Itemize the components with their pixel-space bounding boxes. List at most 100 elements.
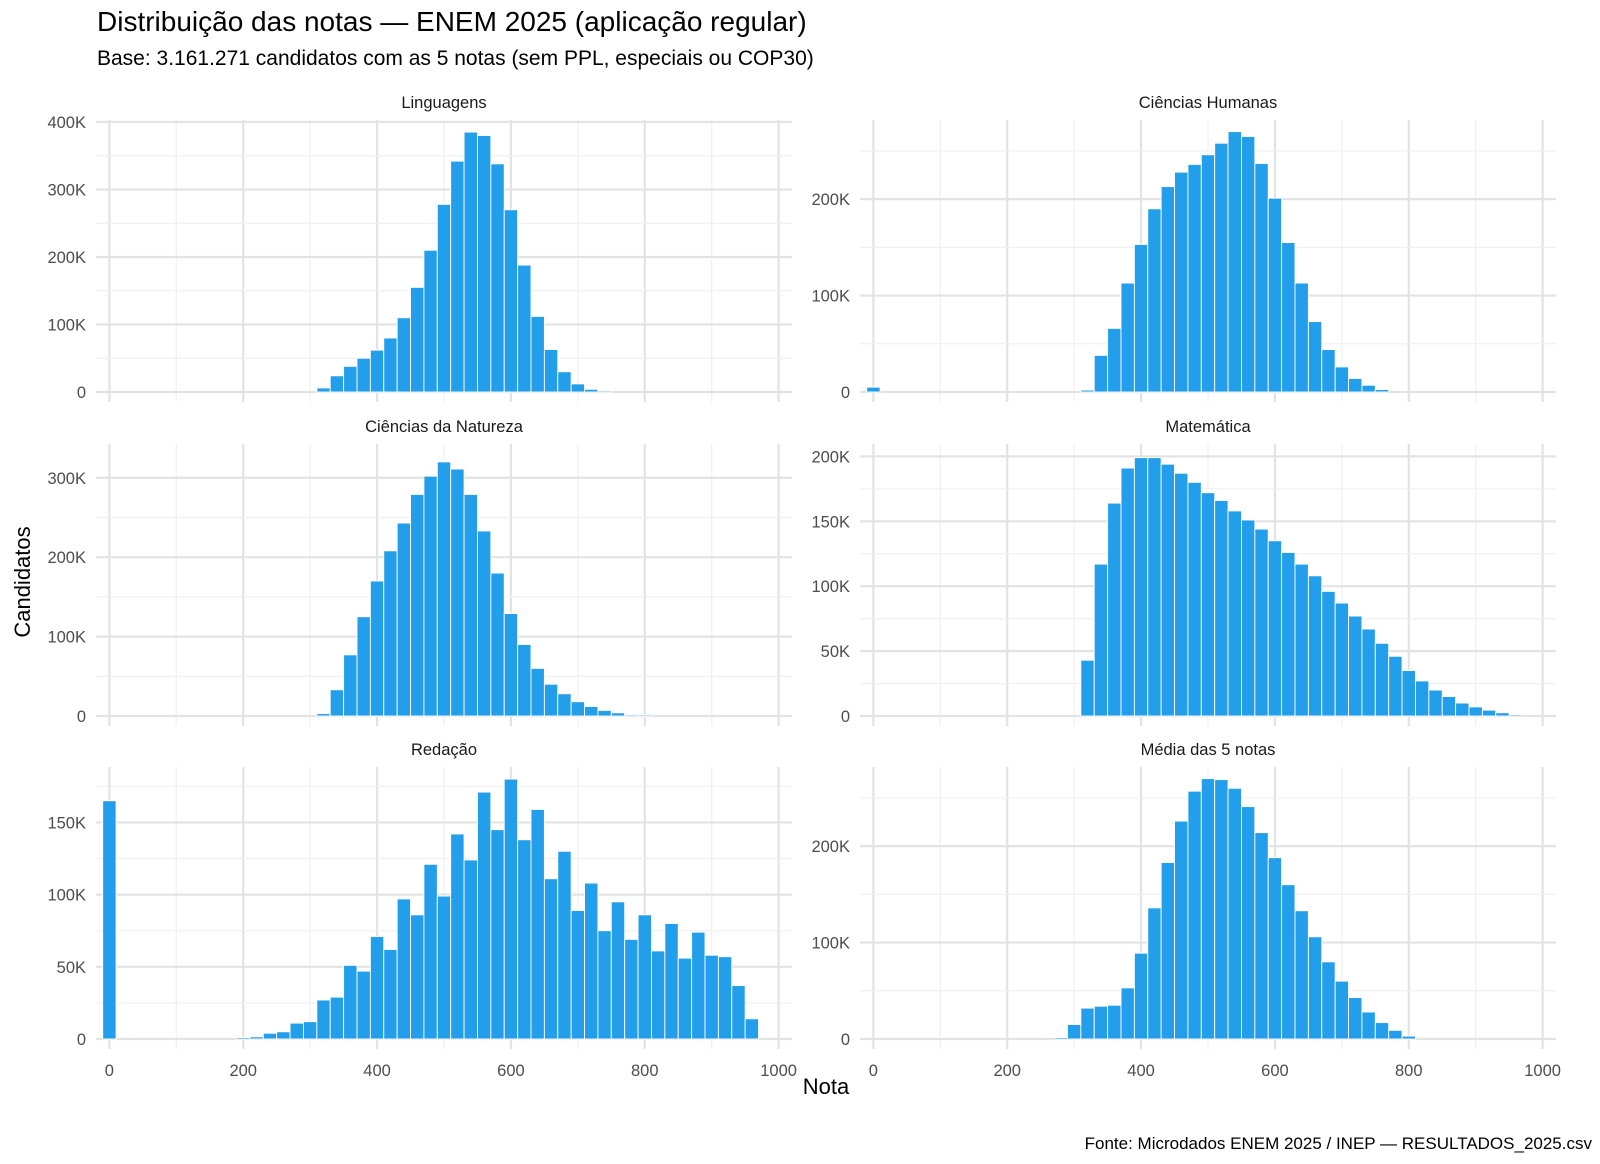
panel-ciencias-humanas: Ciências Humanas 0 100K 200K	[811, 94, 1556, 402]
histogram-bar	[677, 957, 693, 1040]
y-tick-label: 0	[841, 1031, 850, 1049]
histogram-bar	[557, 693, 572, 717]
histogram-bar	[517, 644, 532, 717]
histogram-bar	[463, 131, 478, 393]
histogram-bar	[276, 1031, 291, 1040]
y-tick-label: 100K	[811, 288, 850, 306]
histogram-bar	[610, 901, 626, 1040]
panel-redacao: Redação 0 50K 100K 150K 0 200 400 600 800 1000	[47, 741, 797, 1080]
histogram-bar	[450, 833, 465, 1040]
histogram-bar	[624, 714, 639, 717]
panel-title: Ciências Humanas	[1139, 94, 1277, 112]
histogram-bar	[1428, 689, 1443, 717]
panel-matematica: Matemática 0 50K 100K 150K 200K	[811, 418, 1556, 726]
histogram-bar	[369, 580, 385, 717]
histogram-bar	[1160, 862, 1175, 1040]
histogram-bar	[383, 949, 398, 1040]
histogram-bar	[1321, 590, 1336, 717]
histogram-bar	[1241, 806, 1256, 1040]
histogram-bar	[1174, 171, 1189, 393]
histogram-bar	[691, 931, 706, 1040]
y-tick-label: 0	[841, 384, 850, 402]
histogram-bar	[329, 996, 345, 1040]
histogram-bar	[1361, 384, 1376, 393]
y-tick-label: 50K	[821, 643, 850, 661]
histogram-bar	[530, 667, 545, 717]
histogram-bar	[1093, 563, 1109, 717]
histogram-bar	[343, 964, 358, 1040]
y-tick-label: 0	[841, 708, 850, 726]
y-tick-label: 0	[77, 384, 86, 402]
histogram-bar	[262, 1032, 278, 1040]
panel-title: Matemática	[1165, 418, 1251, 436]
y-tick-label: 100K	[47, 887, 86, 905]
histogram-bar	[1227, 787, 1242, 1040]
histogram-bar	[543, 683, 559, 717]
histogram-bar	[597, 390, 612, 393]
histogram-bar	[1147, 457, 1162, 717]
histogram-bar	[329, 689, 345, 717]
histogram-bar	[1107, 502, 1122, 717]
histogram-bar	[1281, 242, 1296, 393]
panel-media-das-5-notas: Média das 5 notas 0 100K 200K 0 200 400 600 800 1…	[811, 741, 1561, 1080]
histogram-bar	[1388, 1029, 1403, 1040]
histogram-bar	[1415, 680, 1430, 717]
histogram-bar	[1080, 659, 1095, 717]
histogram-bar	[396, 898, 411, 1040]
panel-ciencias-da-natureza: Ciências da Natureza 0 100K 200K 300K	[47, 418, 792, 726]
histogram-bar	[1281, 551, 1296, 717]
histogram-bar	[423, 475, 438, 717]
histogram-bar	[410, 914, 425, 1040]
histogram-bar	[570, 910, 585, 1040]
histogram-bar	[316, 387, 331, 393]
histogram-bar	[1334, 366, 1349, 393]
histogram-bar	[1133, 457, 1149, 717]
histogram-bar	[1508, 714, 1523, 717]
x-tick-label: 800	[1395, 1062, 1423, 1080]
histogram-bar	[1053, 1037, 1068, 1040]
histogram-bar	[624, 938, 639, 1040]
y-tick-label: 150K	[47, 814, 86, 832]
histogram-bar	[557, 850, 572, 1040]
x-tick-label: 1000	[1524, 1062, 1561, 1080]
histogram-bar	[1294, 563, 1309, 717]
x-tick-label: 1000	[760, 1062, 797, 1080]
histogram-bar	[249, 1036, 264, 1040]
histogram-bar	[1401, 1035, 1416, 1040]
histogram-bar	[1160, 463, 1175, 717]
histogram-bar	[717, 956, 733, 1040]
histogram-bar	[343, 365, 358, 393]
histogram-bar	[530, 315, 545, 393]
histogram-bar	[570, 701, 585, 717]
histogram-bar	[597, 709, 612, 717]
panel-linguagens: Linguagens 0 100K 200K 300K 400K	[47, 94, 792, 402]
histogram-bar	[490, 829, 505, 1040]
histogram-bar	[664, 923, 679, 1040]
histogram-bar	[1267, 857, 1283, 1040]
histogram-bar	[637, 914, 652, 1040]
histogram-bar	[1080, 389, 1095, 393]
histogram-bar	[704, 954, 719, 1040]
histogram-bar	[423, 249, 438, 393]
histogram-bar	[1281, 884, 1296, 1040]
x-tick-label: 800	[631, 1062, 659, 1080]
x-tick-label: 400	[363, 1062, 391, 1080]
y-tick-label: 300K	[47, 470, 86, 488]
histogram-bar	[584, 706, 599, 717]
chart-caption: Fonte: Microdados ENEM 2025 / INEP — RES…	[1084, 1134, 1592, 1153]
panel-title: Média das 5 notas	[1141, 741, 1276, 759]
histogram-bar	[1080, 1007, 1095, 1040]
histogram-bar	[570, 383, 585, 393]
histogram-bar	[1374, 642, 1390, 717]
histogram-bar	[1468, 706, 1483, 717]
histogram-bar	[1187, 163, 1202, 393]
histogram-bar	[1133, 244, 1149, 393]
y-tick-label: 100K	[811, 578, 850, 596]
histogram-bar	[1093, 354, 1109, 393]
histogram-bar	[1160, 186, 1175, 393]
histogram-bar	[396, 522, 411, 717]
histogram-bar	[1200, 492, 1216, 717]
histogram-bar	[1334, 980, 1349, 1040]
histogram-bar	[1200, 778, 1216, 1040]
histogram-bar	[1107, 1004, 1122, 1040]
